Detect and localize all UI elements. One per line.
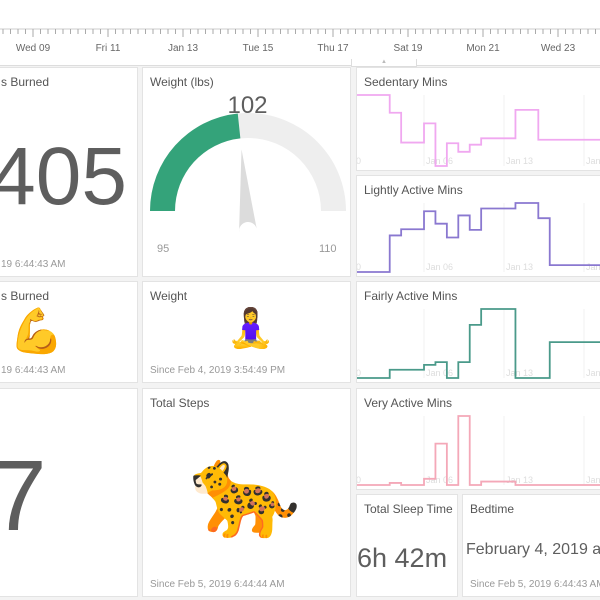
x-tick-label: Jan 13 bbox=[506, 262, 533, 272]
panel-title: Bedtime bbox=[470, 502, 515, 516]
x-tick-label: Jan 13 bbox=[506, 475, 533, 485]
fairly-active-mins-chart: Fairly Active Mins : 30 Jan 06 Jan 13 Jan bbox=[356, 281, 600, 383]
panel-title: s Burned bbox=[1, 289, 50, 303]
gauge-needle bbox=[239, 149, 257, 232]
timeline-label: Jan 13 bbox=[168, 43, 198, 54]
chart-title: Sedentary Mins bbox=[364, 75, 448, 89]
value: 7 bbox=[0, 439, 47, 554]
total-sleep-panel: Total Sleep Time 6h 42m bbox=[356, 494, 458, 597]
chart-title: Fairly Active Mins bbox=[364, 289, 458, 303]
chart-title: Very Active Mins bbox=[364, 396, 453, 410]
calories-burned-panel: s Burned 405 19 6:44:43 AM bbox=[0, 67, 138, 277]
calories-value: 405 bbox=[0, 131, 127, 222]
weight-gauge bbox=[150, 113, 346, 232]
since-label: 19 6:44:43 AM bbox=[1, 365, 66, 376]
timeline-label: Sat 19 bbox=[394, 43, 423, 54]
weight-gauge-panel: Weight (lbs) 102 95 110 bbox=[142, 67, 351, 277]
timeline-label: Mon 21 bbox=[466, 43, 500, 54]
since-label: 19 6:44:43 AM bbox=[1, 259, 66, 270]
flexed-biceps-icon: 💪 bbox=[9, 307, 64, 356]
x-tick-label: Jan bbox=[586, 475, 600, 485]
panel-title: s Burned bbox=[1, 75, 50, 89]
collapse-timeline-button[interactable]: ▲ bbox=[351, 59, 417, 67]
bedtime-value: February 4, 2019 at bbox=[466, 541, 600, 558]
lightly-active-mins-chart: Lightly Active Mins : 30 Jan 06 Jan 13 Jan bbox=[356, 175, 600, 277]
gauge-fill bbox=[150, 113, 241, 211]
panel-title: Weight (lbs) bbox=[150, 75, 214, 89]
x-tick-label: Jan 06 bbox=[426, 475, 453, 485]
panel-title: Total Steps bbox=[150, 396, 210, 410]
x-tick-label: Jan bbox=[586, 156, 600, 166]
since-label: Since Feb 4, 2019 3:54:49 PM bbox=[150, 365, 286, 376]
x-tick-label: Jan 06 bbox=[426, 262, 453, 272]
timeline-label: Fri 11 bbox=[96, 43, 121, 54]
series-line bbox=[357, 202, 600, 273]
total-steps-panel: Total Steps 🐆 Since Feb 5, 2019 6:44:44 … bbox=[142, 388, 351, 597]
series-line bbox=[357, 94, 600, 167]
triangle-up-icon: ▲ bbox=[381, 59, 387, 65]
since-label: Since Feb 5, 2019 6:44:43 AM bbox=[470, 579, 600, 590]
bedtime-panel: Bedtime February 4, 2019 at Since Feb 5,… bbox=[462, 494, 600, 597]
sleep-value: 6h 42m bbox=[357, 543, 448, 573]
gauge-max-label: 110 bbox=[319, 243, 337, 255]
timeline-axis[interactable]: Wed 09 Fri 11 Jan 13 Tue 15 Thu 17 Sat 19 Mon … bbox=[0, 0, 600, 67]
timeline-label: Wed 09 bbox=[16, 43, 51, 54]
x-tick-label: Jan 06 bbox=[426, 156, 453, 166]
sedentary-mins-chart: Sedentary Mins : 30 Jan 06 Jan 13 Jan bbox=[356, 67, 600, 171]
timeline-label: Thu 17 bbox=[317, 43, 349, 54]
x-tick-label: : 30 bbox=[357, 368, 361, 378]
timeline-ticks: Wed 09 Fri 11 Jan 13 Tue 15 Thu 17 Sat 19 Mon … bbox=[0, 28, 600, 54]
timeline-label: Wed 23 bbox=[541, 43, 576, 54]
lotus-position-icon: 🧘‍♀️ bbox=[227, 308, 275, 350]
chart-title: Lightly Active Mins bbox=[364, 183, 463, 197]
calories-emoji-panel: s Burned 💪 19 6:44:43 AM bbox=[0, 281, 138, 383]
very-active-mins-chart: Very Active Mins : 30 Jan 06 Jan 13 Jan bbox=[356, 388, 600, 490]
series-line bbox=[357, 415, 600, 486]
x-tick-label: Jan 13 bbox=[506, 368, 533, 378]
left-bottom-panel: 7 bbox=[0, 388, 138, 597]
leopard-icon: 🐆 bbox=[189, 442, 302, 542]
weight-emoji-panel: Weight 🧘‍♀️ Since Feb 4, 2019 3:54:49 PM bbox=[142, 281, 351, 383]
since-label: Since Feb 5, 2019 6:44:44 AM bbox=[150, 579, 285, 590]
x-tick-label: Jan bbox=[586, 368, 600, 378]
x-tick-label: Jan bbox=[586, 262, 600, 272]
x-tick-label: Jan 13 bbox=[506, 156, 533, 166]
x-tick-label: : 30 bbox=[357, 262, 361, 272]
gauge-min-label: 95 bbox=[157, 243, 170, 255]
x-tick-label: : 30 bbox=[357, 475, 361, 485]
timeline-label: Tue 15 bbox=[243, 43, 274, 54]
series-line bbox=[357, 308, 600, 379]
x-tick-label: Jan 06 bbox=[426, 368, 453, 378]
panel-title: Total Sleep Time bbox=[364, 502, 453, 516]
panel-title: Weight bbox=[150, 289, 188, 303]
x-tick-label: : 30 bbox=[357, 156, 361, 166]
